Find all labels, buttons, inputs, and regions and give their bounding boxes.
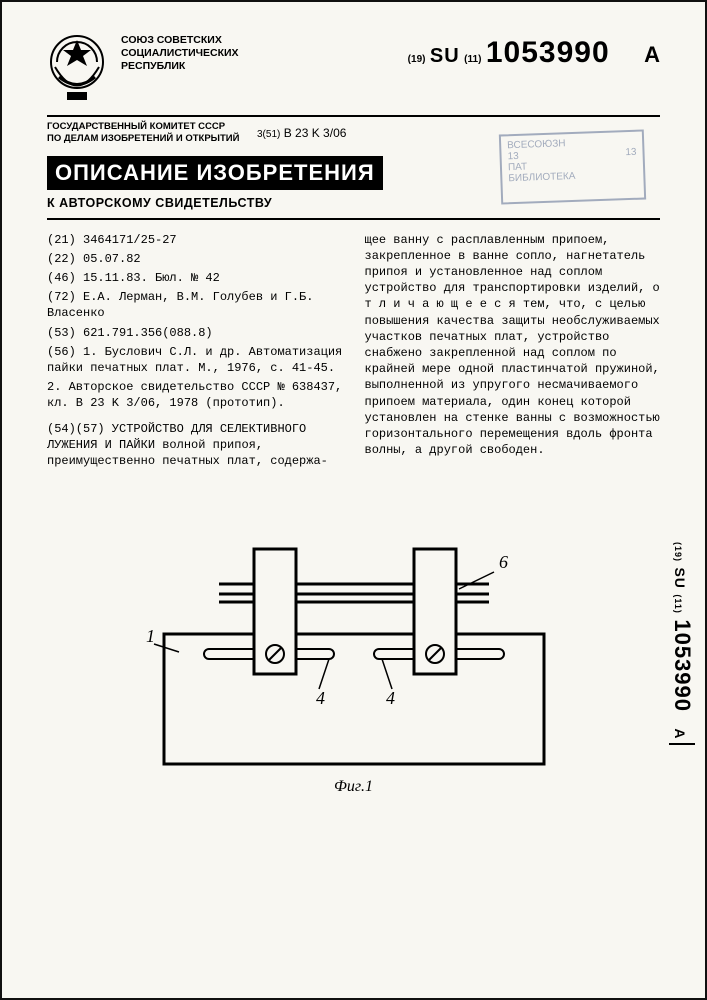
inid-51: 3(51) <box>257 129 280 140</box>
library-stamp: ВСЕСОЮЗН 13 13 ПАТ БИБЛИОТЕКА <box>499 129 646 204</box>
doc-title: ОПИСАНИЕ ИЗОБРЕТЕНИЯ <box>47 156 383 190</box>
issuer-line: СОЦИАЛИСТИЧЕСКИХ <box>121 47 239 60</box>
ipc-code: B 23 K 3/06 <box>284 126 347 140</box>
inid-11: (11) <box>464 54 481 65</box>
figure-caption: Фиг.1 <box>47 778 660 796</box>
divider <box>47 115 660 117</box>
side-inid-11: (11) <box>673 594 683 614</box>
side-inid-19: (19) <box>673 542 683 562</box>
stamp-line: 13 <box>625 147 637 158</box>
fig-label-6: 6 <box>499 552 508 572</box>
field-54-57: (54)(57) УСТРОЙСТВО ДЛЯ СЕЛЕКТИВНОГО ЛУЖ… <box>47 421 343 470</box>
issuer-name: СОЮЗ СОВЕТСКИХ СОЦИАЛИСТИЧЕСКИХ РЕСПУБЛИ… <box>121 32 239 73</box>
field-22: (22) 05.07.82 <box>47 251 343 267</box>
issuer-line: РЕСПУБЛИК <box>121 60 239 73</box>
field-72: (72) Е.А. Лерман, В.М. Голубев и Г.Б. Вл… <box>47 289 343 321</box>
issuer-line: СОЮЗ СОВЕТСКИХ <box>121 34 239 47</box>
country-code: SU <box>430 45 460 67</box>
kind-code: A <box>644 42 660 67</box>
doc-number: 1053990 <box>486 36 610 69</box>
left-column: (21) 3464171/25-27 (22) 05.07.82 (46) 15… <box>47 232 343 472</box>
abstract-text: щее ванну с расплавленным припоем, закре… <box>365 232 661 459</box>
state-emblem <box>47 32 107 107</box>
stamp-line: 13 <box>507 151 519 162</box>
side-kind-code: A <box>672 728 688 739</box>
field-53: (53) 621.791.356(088.8) <box>47 325 343 341</box>
field-46: (46) 15.11.83. Бюл. № 42 <box>47 270 343 286</box>
side-country-code: SU <box>672 567 688 588</box>
fig-label-4b: 4 <box>386 688 395 708</box>
bibliographic-columns: (21) 3464171/25-27 (22) 05.07.82 (46) 15… <box>47 218 660 472</box>
side-doc-number: 1053990 <box>670 619 695 712</box>
inid-19: (19) <box>408 54 426 65</box>
document-number: (19) SU (11) 1053990 A <box>408 32 660 70</box>
fig-label-4a: 4 <box>316 688 325 708</box>
field-56: (56) 1. Буслович С.Л. и др. Автоматизаци… <box>47 344 343 376</box>
field-56-b: 2. Авторское свидетельство СССР № 638437… <box>47 379 343 411</box>
side-doc-code: (19) SU (11) 1053990 A <box>669 542 695 745</box>
fig-label-1: 1 <box>146 626 155 646</box>
figure-1: 1 4 4 6 <box>47 494 660 774</box>
right-column: щее ванну с расплавленным припоем, закре… <box>365 232 661 472</box>
field-21: (21) 3464171/25-27 <box>47 232 343 248</box>
